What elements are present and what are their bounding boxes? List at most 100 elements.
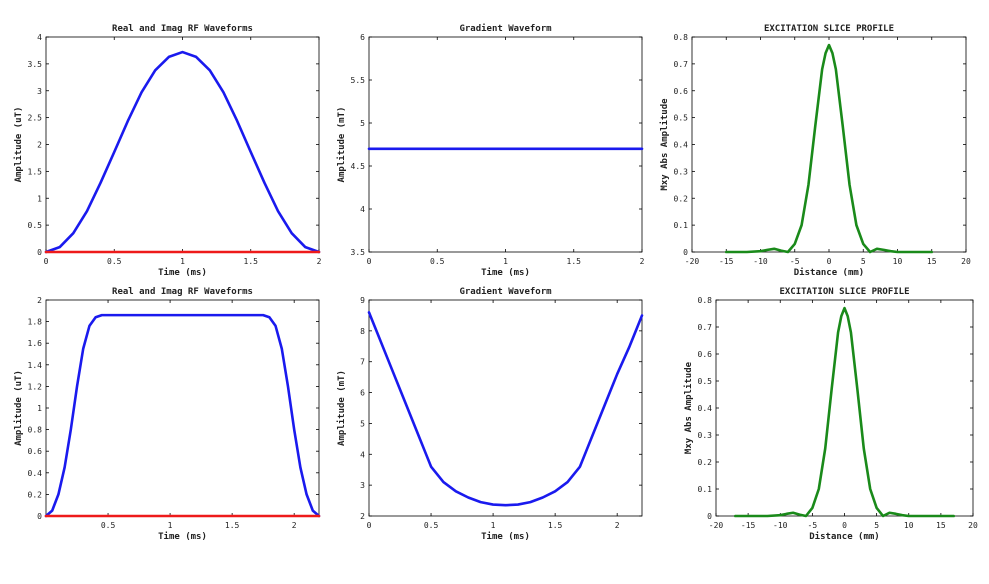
chart-panel-5: 0 0.5 1 1.5 2 2 3 4 5 6 7 8 9 Gradient Waveform Time (… bbox=[336, 286, 644, 542]
x-tick-label: 0.5 bbox=[430, 257, 445, 266]
y-tick-label: 0.8 bbox=[674, 33, 689, 42]
y-tick-label: 3.5 bbox=[351, 248, 366, 257]
x-tick-label: 1.5 bbox=[244, 257, 259, 266]
y-tick-label: 8 bbox=[360, 327, 365, 336]
x-tick-label: 20 bbox=[961, 257, 971, 266]
y-tick-label: 3 bbox=[360, 481, 365, 490]
chart-panel-1: 0 0.5 1 1.5 2 0 0.5 1 1.5 2 2.5 3 3.5 4 Real and Imag … bbox=[13, 24, 322, 278]
y-tick-label: 0.8 bbox=[698, 296, 713, 305]
chart-title: EXCITATION SLICE PROFILE bbox=[779, 287, 909, 297]
y-tick-label: 0 bbox=[37, 512, 42, 521]
y-tick-label: 1.6 bbox=[28, 339, 43, 348]
x-axis-label: Time (ms) bbox=[481, 267, 530, 278]
plot-frame bbox=[691, 36, 967, 253]
y-tick-label: 7 bbox=[360, 358, 365, 367]
x-tick-label: 1 bbox=[503, 257, 508, 266]
x-tick-label: 0 bbox=[367, 521, 372, 530]
y-axis-label: Amplitude (uT) bbox=[13, 370, 24, 446]
x-axis-label: Distance (mm) bbox=[794, 267, 864, 278]
y-tick-label: 2 bbox=[360, 512, 365, 521]
y-tick-label: 1.2 bbox=[28, 382, 43, 391]
chart-panel-3: -20 -15 -10 -5 0 5 10 15 20 0 0.1 0.2 0.3 0.4 0.5 0.6 0.… bbox=[659, 24, 971, 278]
series-line-real bbox=[367, 311, 644, 507]
chart-title: Gradient Waveform bbox=[459, 286, 552, 297]
x-tick-label: 5 bbox=[874, 521, 879, 530]
x-tick-label: -5 bbox=[790, 257, 800, 266]
y-tick-label: 2 bbox=[37, 141, 42, 150]
y-tick-label: 4 bbox=[37, 33, 42, 42]
chart-title: Real and Imag RF Waveforms bbox=[112, 287, 253, 297]
chart-title: Real and Imag RF Waveforms bbox=[112, 24, 253, 34]
x-tick-label: -10 bbox=[753, 257, 768, 266]
x-tick-label: 2 bbox=[317, 257, 322, 266]
x-tick-label: 1.5 bbox=[225, 521, 240, 530]
x-tick-label: 1 bbox=[491, 521, 496, 530]
y-tick-label: 0.4 bbox=[674, 141, 689, 150]
y-tick-label: 0.4 bbox=[698, 404, 713, 413]
x-tick-label: -20 bbox=[709, 521, 724, 530]
y-tick-label: 5 bbox=[360, 119, 365, 128]
y-tick-label: 6 bbox=[360, 33, 365, 42]
x-tick-label: 15 bbox=[936, 521, 946, 530]
y-axis-label: Amplitude (mT) bbox=[336, 370, 347, 446]
x-axis-label: Time (ms) bbox=[158, 267, 207, 278]
x-tick-label: 2 bbox=[292, 521, 297, 530]
chart-panel-6: -20 -15 -10 -5 0 5 10 15 20 0 0.1 0.2 0.3 0.4 0.5 0.6 0.… bbox=[683, 287, 978, 542]
x-tick-label: -10 bbox=[773, 521, 788, 530]
y-tick-label: 5 bbox=[360, 419, 365, 428]
x-tick-label: 20 bbox=[968, 521, 978, 530]
y-tick-label: 0.1 bbox=[698, 485, 713, 494]
x-tick-label: -15 bbox=[719, 257, 734, 266]
chart-panel-2: 0 0.5 1 1.5 2 3.5 4 4.5 5 5.5 6 Gradient Waveform Ti… bbox=[336, 23, 645, 278]
x-tick-label: 0.5 bbox=[107, 257, 122, 266]
y-tick-label: 0.2 bbox=[698, 458, 713, 467]
y-tick-label: 2 bbox=[37, 296, 42, 305]
y-tick-label: 0.5 bbox=[28, 221, 43, 230]
x-tick-label: -5 bbox=[808, 521, 818, 530]
y-axis-label: Amplitude (uT) bbox=[13, 107, 24, 183]
chart-title: Gradient Waveform bbox=[459, 23, 552, 34]
y-tick-label: 4.5 bbox=[351, 162, 366, 171]
y-tick-label: 0.3 bbox=[674, 167, 689, 176]
series-line-real bbox=[44, 50, 321, 254]
plot-frame bbox=[45, 36, 320, 253]
x-tick-label: 0 bbox=[842, 521, 847, 530]
y-tick-label: 1.4 bbox=[28, 361, 43, 370]
y-tick-label: 9 bbox=[360, 296, 365, 305]
chart-panel-4: 0.5 1 1.5 2 0 0.2 0.4 0.6 0.8 1 1.2 1.4 1.6 1.8 2 Real … bbox=[13, 287, 321, 542]
x-tick-label: 0.5 bbox=[101, 521, 116, 530]
y-tick-label: 0.5 bbox=[698, 377, 713, 386]
x-tick-label: 5 bbox=[861, 257, 866, 266]
y-tick-label: 0 bbox=[683, 248, 688, 257]
x-tick-label: 15 bbox=[927, 257, 937, 266]
x-tick-label: 2 bbox=[640, 257, 645, 266]
x-tick-label: -20 bbox=[685, 257, 700, 266]
y-tick-label: 1 bbox=[37, 404, 42, 413]
series-line-profile bbox=[733, 306, 956, 518]
plot-frame bbox=[368, 299, 643, 517]
x-tick-label: 1.5 bbox=[548, 521, 563, 530]
y-tick-label: 0.6 bbox=[674, 87, 689, 96]
x-axis-label: Time (ms) bbox=[158, 531, 207, 542]
x-tick-label: 10 bbox=[904, 521, 914, 530]
series-line-real bbox=[44, 313, 321, 518]
y-tick-label: 3 bbox=[37, 87, 42, 96]
y-tick-label: 0.7 bbox=[674, 60, 689, 69]
y-tick-label: 0.4 bbox=[28, 469, 43, 478]
y-tick-label: 0.5 bbox=[674, 114, 689, 123]
x-axis-label: Time (ms) bbox=[481, 531, 530, 542]
y-tick-label: 6 bbox=[360, 389, 365, 398]
chart-title: EXCITATION SLICE PROFILE bbox=[764, 24, 894, 34]
y-tick-label: 1 bbox=[37, 194, 42, 203]
x-tick-label: 1 bbox=[168, 521, 173, 530]
y-tick-label: 4 bbox=[360, 450, 365, 459]
y-tick-label: 0 bbox=[37, 248, 42, 257]
y-tick-label: 0.2 bbox=[28, 490, 43, 499]
y-tick-label: 0.6 bbox=[28, 447, 43, 456]
y-tick-label: 0.1 bbox=[674, 221, 689, 230]
y-tick-label: 2.5 bbox=[28, 114, 43, 123]
y-axis-label: Amplitude (mT) bbox=[336, 107, 347, 183]
y-tick-label: 5.5 bbox=[351, 76, 366, 85]
x-tick-label: 0 bbox=[367, 257, 372, 266]
